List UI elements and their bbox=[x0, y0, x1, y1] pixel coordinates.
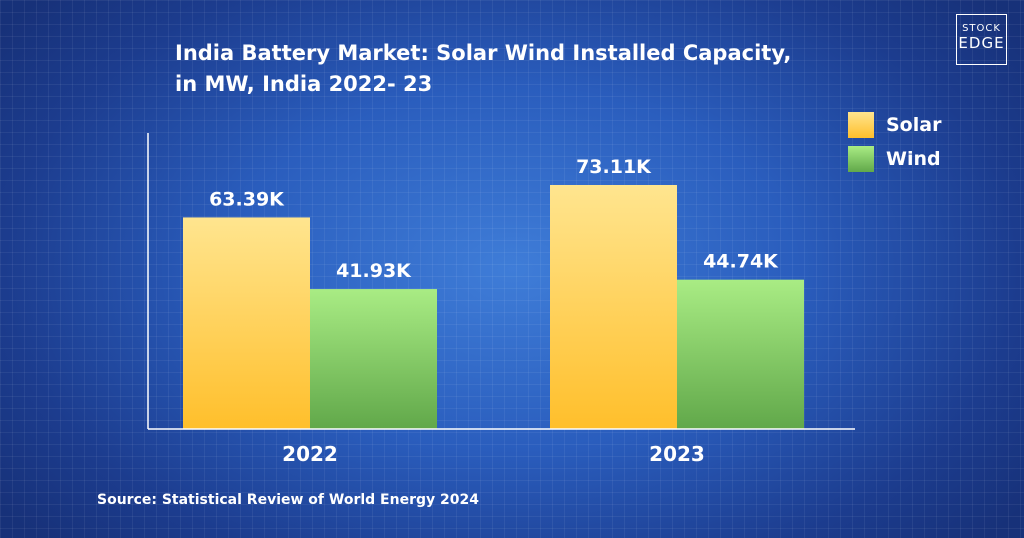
legend-label-wind: Wind bbox=[886, 148, 941, 170]
bar-wind-2022 bbox=[310, 289, 437, 429]
data-label-solar-2023: 73.11K bbox=[576, 156, 652, 178]
logo-text-edge: EDGE bbox=[958, 34, 1005, 52]
x-tick-label-2023: 2023 bbox=[649, 442, 705, 466]
legend-item-wind: Wind bbox=[848, 144, 941, 174]
data-label-solar-2022: 63.39K bbox=[209, 188, 285, 210]
source-note: Source: Statistical Review of World Ener… bbox=[97, 492, 479, 508]
chart-title-line-1: India Battery Market: Solar Wind Install… bbox=[175, 41, 792, 65]
data-label-wind-2022: 41.93K bbox=[336, 260, 412, 282]
chart-legend: Solar Wind bbox=[848, 110, 941, 178]
bar-solar-2023 bbox=[550, 184, 677, 429]
bar-wind-2023 bbox=[677, 279, 804, 429]
chart-title: India Battery Market: Solar Wind Install… bbox=[175, 38, 875, 100]
chart-title-line-2: in MW, India 2022- 23 bbox=[175, 72, 433, 96]
stockedge-logo: STOCK EDGE bbox=[956, 14, 1007, 65]
legend-item-solar: Solar bbox=[848, 110, 941, 140]
x-tick-label-2022: 2022 bbox=[282, 442, 338, 466]
legend-swatch-solar bbox=[848, 112, 874, 138]
data-label-wind-2023: 44.74K bbox=[703, 251, 779, 273]
bar-solar-2022 bbox=[183, 217, 310, 429]
legend-label-solar: Solar bbox=[886, 114, 942, 136]
legend-swatch-wind bbox=[848, 146, 874, 172]
logo-text-stock: STOCK bbox=[962, 23, 1001, 34]
